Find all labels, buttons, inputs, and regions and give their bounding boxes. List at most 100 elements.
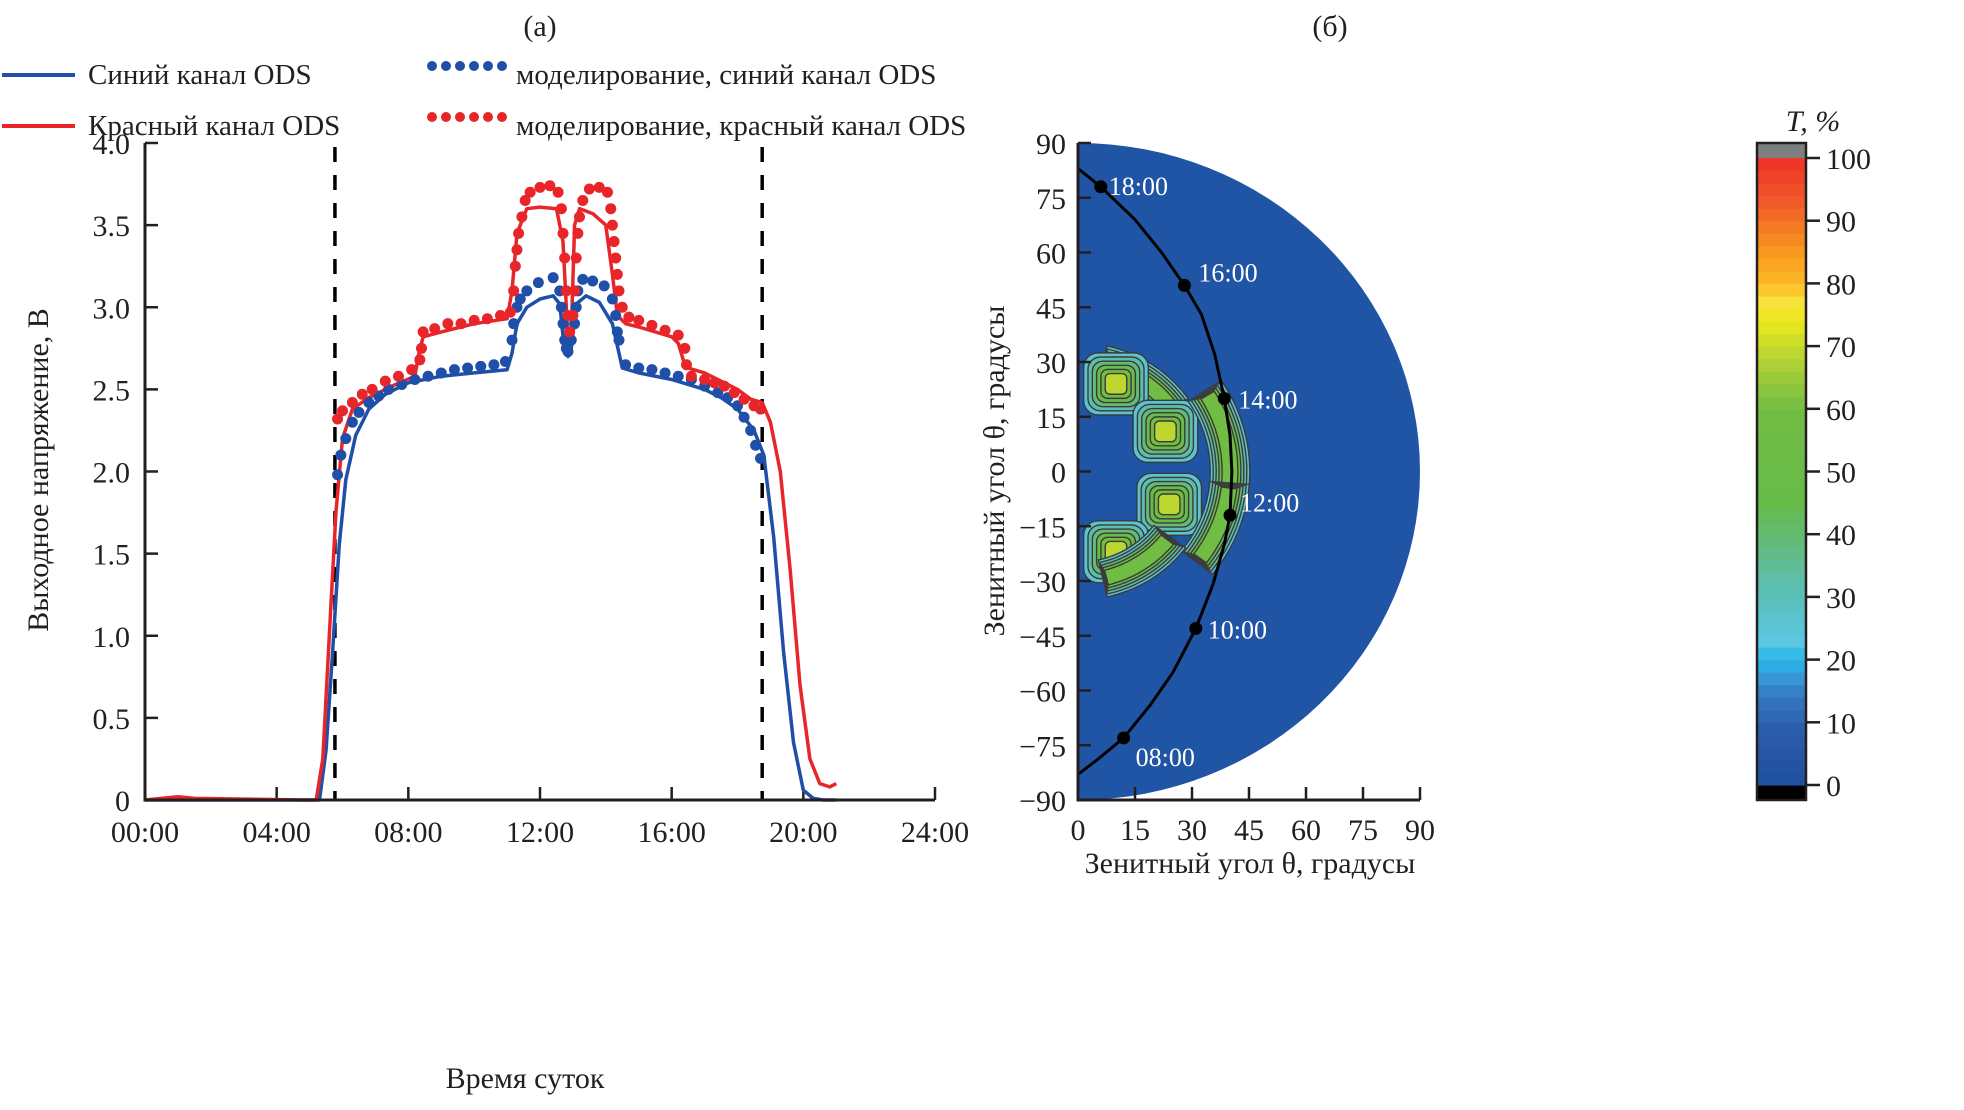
data-point [738, 393, 750, 405]
colorbar-band [1757, 596, 1806, 611]
colorbar-band [1757, 158, 1806, 172]
data-point [508, 285, 520, 297]
colorbar-band [1757, 195, 1806, 209]
colorbar-tick-label: 70 [1826, 331, 1856, 364]
legend-label-blue-dotted: моделирование, синий канал ODS [516, 59, 936, 91]
data-point [572, 227, 584, 239]
colorbar-band [1757, 534, 1806, 548]
legend-dot [455, 61, 465, 71]
data-point [557, 227, 569, 239]
hotspot-blob [1136, 472, 1203, 537]
y-tick-label-b: 15 [1036, 402, 1066, 435]
data-point [646, 319, 658, 331]
data-point [613, 285, 625, 297]
x-tick-label-b: 30 [1177, 814, 1207, 847]
series-line-measured-red [144, 205, 838, 802]
data-point [353, 406, 365, 418]
data-point [623, 311, 635, 323]
data-point [414, 354, 426, 366]
data-point [659, 324, 671, 336]
sun-position-point [1217, 392, 1231, 405]
x-tick-label-a: 16:00 [637, 816, 705, 849]
colorbar-tick-label: 50 [1826, 457, 1856, 490]
data-point [534, 181, 546, 193]
data-point [379, 375, 391, 387]
x-tick-label-b: 15 [1120, 814, 1150, 847]
data-point [560, 285, 572, 297]
x-tick-label-b: 45 [1234, 814, 1264, 847]
colorbar-band [1757, 521, 1806, 535]
colorbar-band [1757, 408, 1806, 422]
data-point [738, 411, 750, 423]
data-point [570, 252, 582, 264]
y-tick-label-b: 0 [1051, 457, 1066, 490]
y-axis-label-b: Зенитный угол θ, градусы [978, 306, 1011, 637]
data-point [332, 469, 344, 481]
sun-time-label: 10:00 [1208, 615, 1267, 644]
sun-time-label: 16:00 [1198, 258, 1257, 287]
data-point [455, 318, 467, 330]
colorbar-band [1757, 647, 1806, 661]
data-point [422, 370, 434, 382]
data-point [340, 433, 352, 445]
data-point [488, 359, 500, 371]
colorbar-band [1757, 333, 1806, 347]
colorbar-band [1757, 208, 1806, 222]
data-point [417, 326, 429, 338]
hotspot-blob [1082, 352, 1149, 416]
data-point [646, 364, 658, 376]
y-tick-label-a: 2.5 [93, 374, 131, 407]
colorbar-band [1757, 722, 1806, 736]
data-point [346, 397, 358, 409]
legend-dot [497, 61, 507, 71]
legend-swatch-red-dotted [427, 112, 507, 122]
data-point [442, 318, 454, 330]
y-tick-label-a: 2.0 [93, 457, 131, 490]
colorbar-band [1757, 433, 1806, 448]
colorbar-underflow [1757, 785, 1806, 800]
data-point [513, 227, 525, 239]
data-point [608, 236, 620, 248]
sun-position-point [1094, 180, 1108, 194]
data-point [346, 416, 358, 428]
legend-dot [427, 61, 437, 71]
axes-a [143, 143, 935, 802]
data-point [755, 403, 767, 415]
sun-path-line [1077, 167, 1234, 776]
data-point [680, 359, 692, 371]
data-point [577, 194, 589, 206]
data-point [504, 306, 516, 318]
colorbar-band [1757, 308, 1806, 322]
y-tick-label-b: −15 [1019, 511, 1066, 544]
data-point [506, 334, 518, 346]
sun-position-point [1117, 731, 1131, 745]
colorbar-band [1757, 245, 1806, 259]
x-tick-label-a: 04:00 [242, 816, 310, 849]
y-tick-label-b: −60 [1019, 676, 1066, 709]
series-points-simulated-red [332, 180, 767, 425]
data-point [745, 424, 757, 436]
colorbar-band [1757, 546, 1806, 560]
data-point [672, 370, 684, 382]
data-point [611, 326, 623, 338]
y-tick-label-b: −90 [1019, 785, 1066, 818]
data-point [699, 374, 711, 386]
data-point [564, 326, 576, 338]
y-tick-label-a: 4.0 [93, 128, 131, 161]
colorbar-band [1757, 321, 1806, 335]
y-tick-label-a: 1.0 [93, 621, 131, 654]
colorbar-tick-label: 60 [1826, 394, 1856, 427]
colorbar-band [1757, 371, 1806, 385]
data-point [462, 362, 474, 374]
colorbar-band [1757, 496, 1806, 510]
data-point [605, 203, 617, 215]
x-tick-label-a: 12:00 [506, 816, 574, 849]
sun-time-label: 08:00 [1136, 743, 1195, 772]
data-point [598, 280, 610, 292]
legend-label-red-dotted: моделирование, красный канал ODS [516, 110, 966, 142]
x-tick-label-b: 90 [1405, 814, 1435, 847]
data-point [406, 364, 418, 376]
panel-a: (а) Синий канал ODS Красный канал ODS мо… [2, 10, 969, 1095]
legend-dot [441, 112, 451, 122]
